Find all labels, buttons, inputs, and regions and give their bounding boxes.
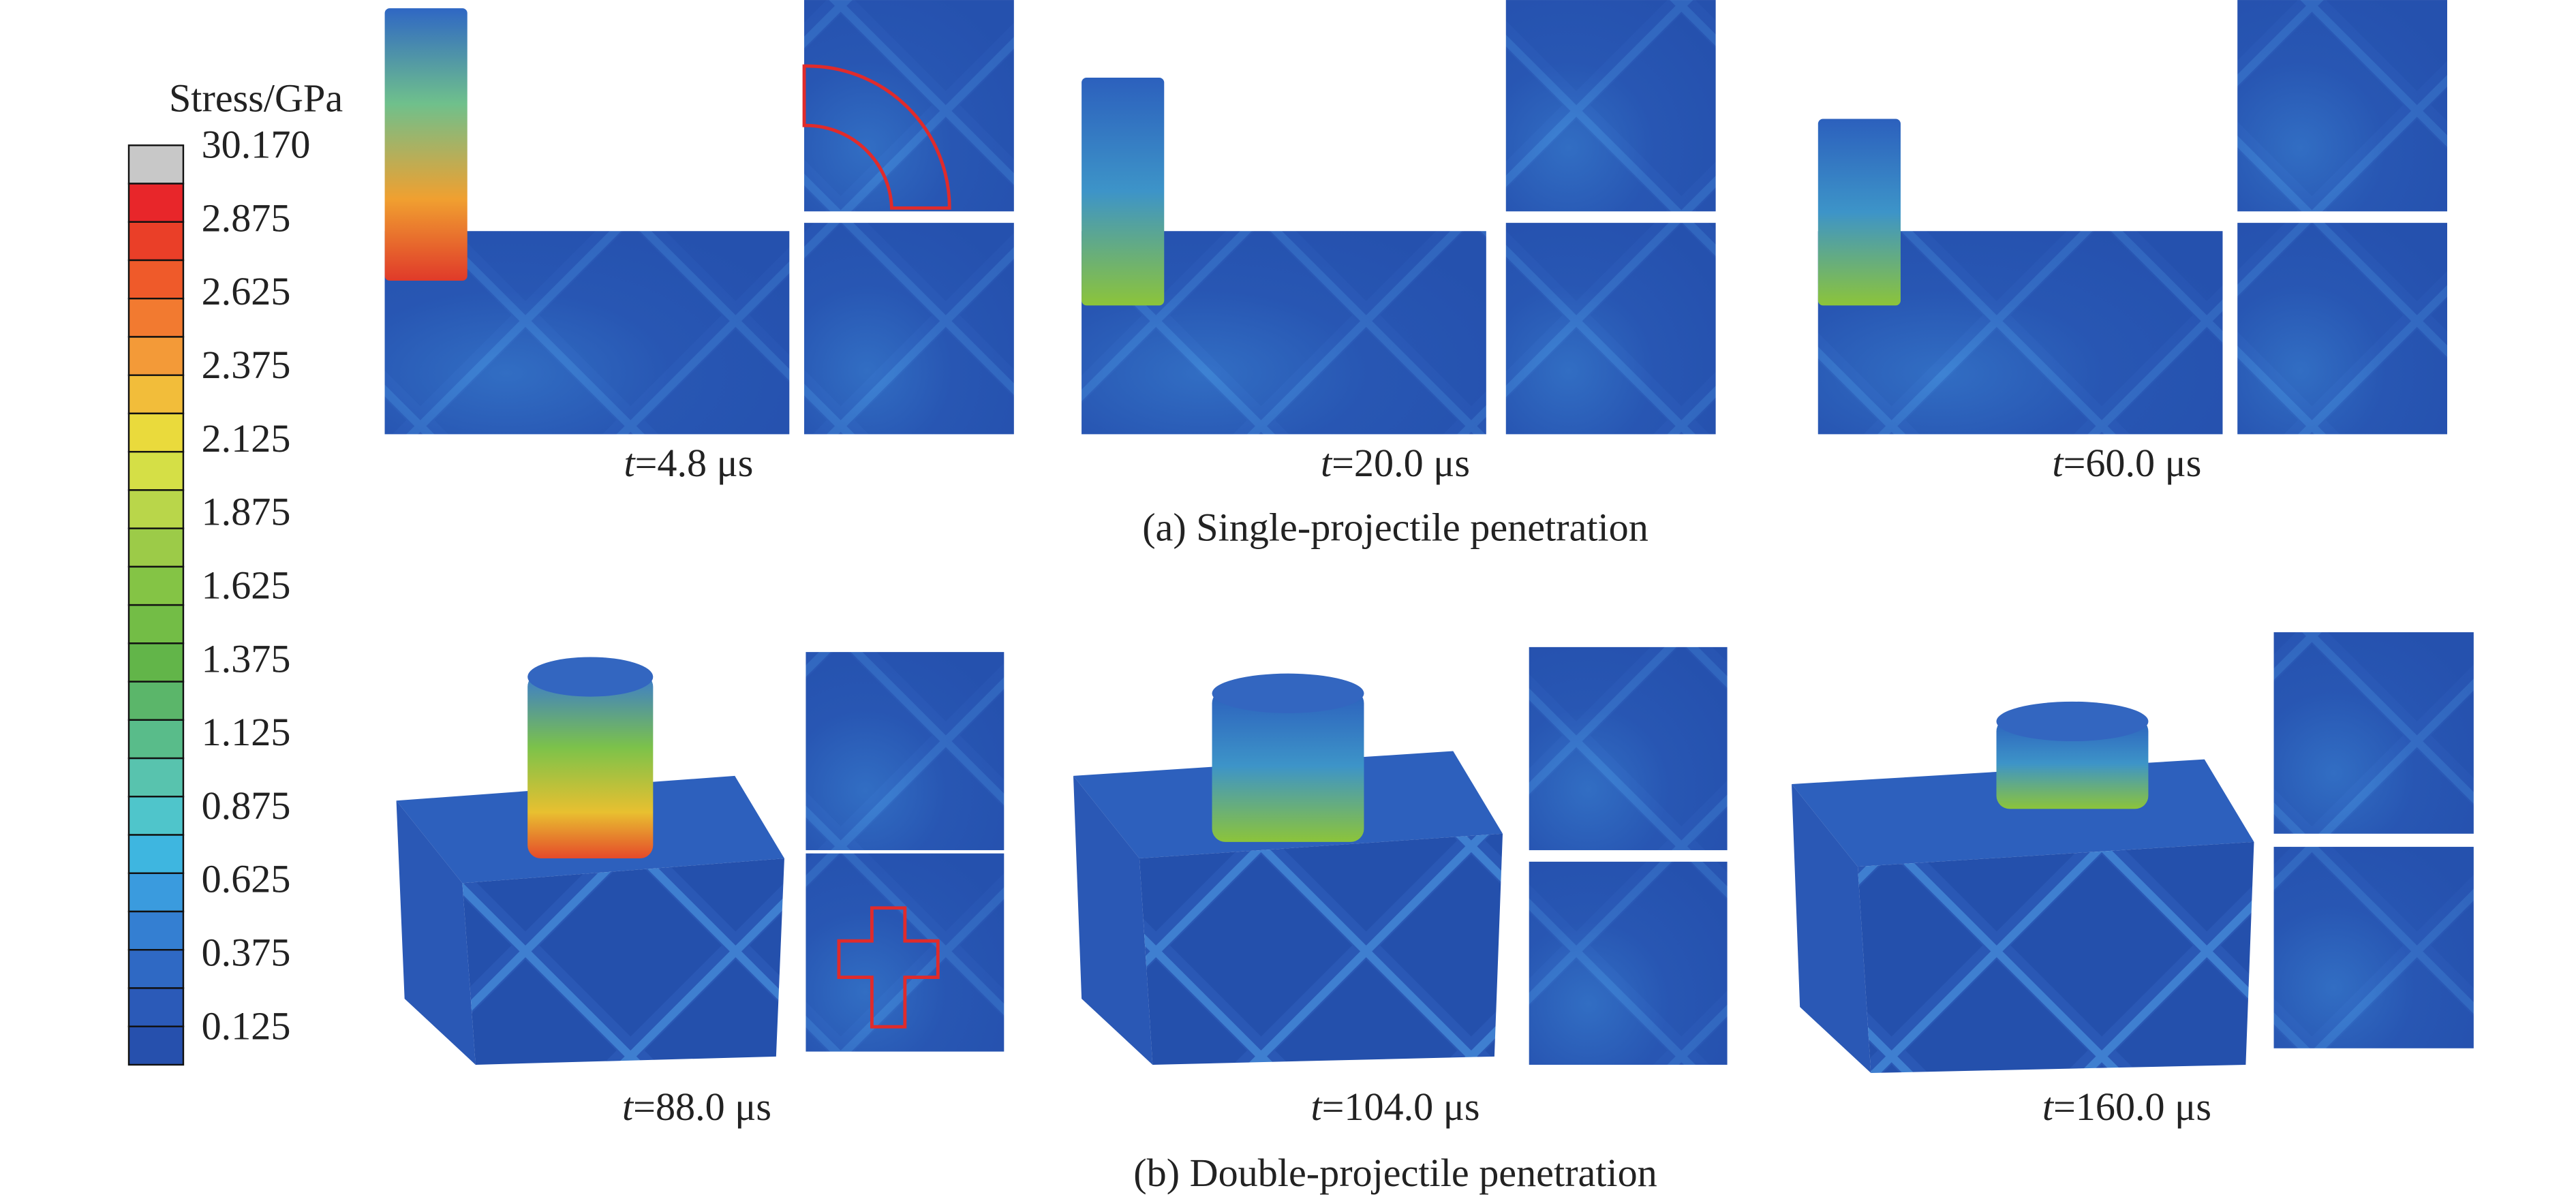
target-front (462, 858, 784, 1065)
projectile-top (1212, 673, 1364, 713)
time-value: =88.0 μs (633, 1085, 771, 1129)
colorbar-swatch (127, 489, 185, 529)
colorbar-swatch (127, 450, 185, 491)
projectile-body (1996, 718, 2149, 809)
time-label: t=104.0 μs (1310, 1085, 1479, 1129)
colorbar-label: 2.125 (202, 416, 291, 461)
colorbar-swatch (127, 374, 185, 415)
time-symbol: t (622, 1085, 634, 1129)
projectile (1818, 119, 1901, 306)
colorbar-label: 1.875 (202, 490, 291, 534)
colorbar-swatch (127, 987, 185, 1027)
colorbar-label: 2.625 (202, 269, 291, 313)
target-side (1792, 784, 1871, 1074)
time-label: t=60.0 μs (2052, 441, 2201, 485)
inset-top-shade (2237, 0, 2447, 212)
time-symbol: t (624, 441, 636, 485)
time-symbol: t (1321, 441, 1333, 485)
projectile-body (1212, 689, 1364, 842)
colorbar-swatch (127, 757, 185, 798)
target-side (396, 800, 476, 1065)
colorbar-swatch (127, 221, 185, 262)
inset-bottom-shade (804, 223, 1014, 435)
time-value: =60.0 μs (2064, 441, 2202, 485)
time-symbol: t (1310, 1085, 1323, 1129)
colorbar-swatch (127, 144, 185, 185)
colorbar-label: 1.375 (202, 636, 291, 681)
time-value: =160.0 μs (2053, 1085, 2211, 1129)
time-value: =20.0 μs (1332, 441, 1470, 485)
colorbar-swatch (127, 1025, 185, 1066)
colorbar-swatch (127, 719, 185, 760)
colorbar-label: 0.625 (202, 857, 291, 901)
target-front (1139, 833, 1503, 1065)
target-side (1073, 775, 1153, 1065)
colorbar-label: 2.375 (202, 343, 291, 387)
colorbar-swatch (127, 681, 185, 721)
colorbar-swatch (127, 565, 185, 606)
time-label: t=160.0 μs (2042, 1085, 2211, 1129)
colorbar-title: Stress/GPa (169, 76, 343, 121)
colorbar-label: 2.875 (202, 196, 291, 240)
inset-bottom-shade (2237, 223, 2447, 435)
colorbar-label: 1.125 (202, 710, 291, 754)
target-front (1857, 841, 2254, 1074)
colorbar-swatch (127, 604, 185, 644)
inset-bottom-shade (1505, 223, 1716, 435)
time-label: t=4.8 μs (624, 441, 753, 485)
colorbar-swatch (127, 298, 185, 338)
subfigure-caption: (b) Double-projectile penetration (1133, 1151, 1657, 1195)
colorbar-swatch (127, 527, 185, 568)
colorbar-swatch (127, 872, 185, 913)
colorbar-swatch (127, 183, 185, 223)
time-value: =4.8 μs (635, 441, 754, 485)
projectile (1082, 77, 1165, 306)
colorbar-swatch (127, 336, 185, 376)
time-label: t=20.0 μs (1321, 441, 1470, 485)
colorbar-swatch (127, 642, 185, 683)
inset-top-shade (2273, 632, 2474, 834)
colorbar-swatch (127, 910, 185, 951)
subfigure-caption: (a) Single-projectile penetration (1142, 505, 1649, 550)
colorbar-label: 0.875 (202, 783, 291, 828)
inset-top-shade (806, 652, 1005, 850)
colorbar-label: 30.170 (202, 122, 311, 166)
inset-bottom-shade (2273, 847, 2474, 1048)
inset-top-shade (1505, 0, 1716, 212)
inset-top-shade (804, 0, 1014, 212)
inset-top-shade (1529, 647, 1728, 850)
time-symbol: t (2052, 441, 2064, 485)
colorbar-swatch (127, 412, 185, 453)
colorbar-label: 0.375 (202, 931, 291, 975)
highlight-arc (802, 64, 951, 210)
colorbar-swatch (127, 949, 185, 989)
time-symbol: t (2042, 1085, 2055, 1129)
colorbar-swatch (127, 796, 185, 836)
inset-bottom-shade (1529, 861, 1728, 1065)
projectile-top (527, 657, 654, 697)
time-value: =104.0 μs (1322, 1085, 1480, 1129)
projectile-top (1996, 701, 2149, 742)
time-label: t=88.0 μs (622, 1085, 771, 1129)
projectile-body (527, 673, 654, 859)
colorbar-swatch (127, 834, 185, 874)
colorbar-label: 1.625 (202, 563, 291, 607)
highlight-cross (837, 906, 940, 1029)
colorbar-swatch (127, 259, 185, 300)
colorbar-label: 0.125 (202, 1003, 291, 1048)
projectile (384, 8, 467, 281)
